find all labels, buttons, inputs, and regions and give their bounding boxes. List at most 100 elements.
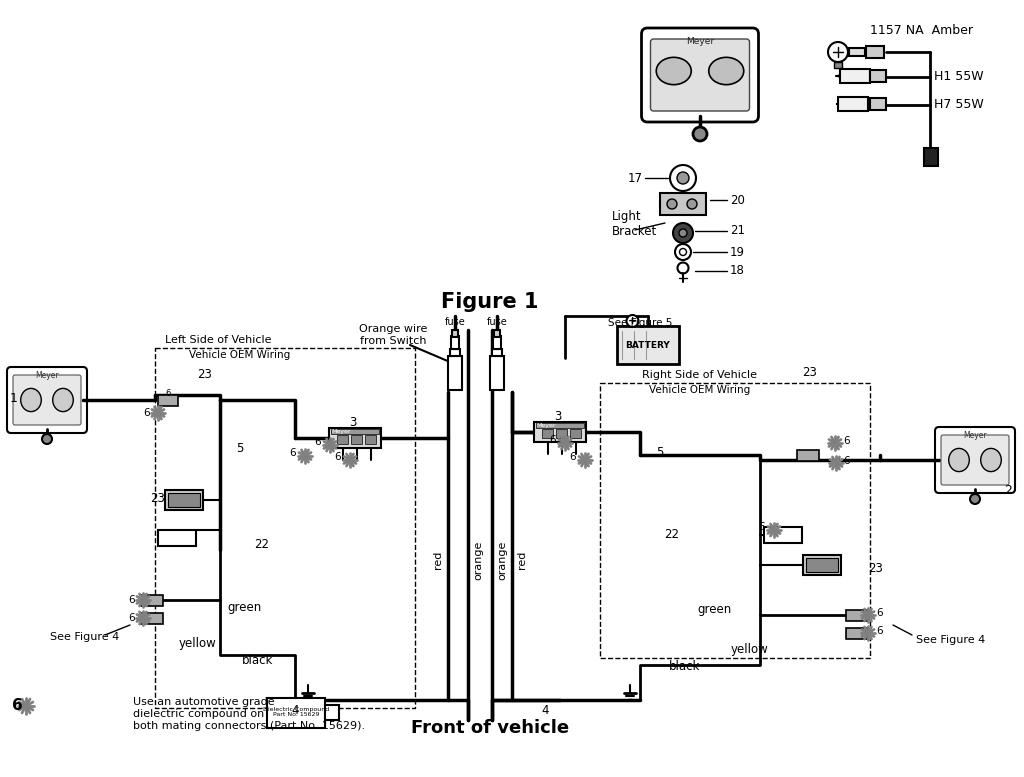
Text: 22: 22 xyxy=(255,538,269,552)
Text: 23: 23 xyxy=(198,368,212,382)
Text: black: black xyxy=(670,660,700,674)
Bar xyxy=(495,330,500,337)
Ellipse shape xyxy=(52,388,74,412)
Text: Light
Bracket: Light Bracket xyxy=(612,210,657,238)
Bar xyxy=(600,383,870,658)
Text: Orange wire
from Switch: Orange wire from Switch xyxy=(358,324,427,346)
Bar xyxy=(168,493,200,507)
Text: 6: 6 xyxy=(11,699,23,713)
Text: 6: 6 xyxy=(569,452,575,462)
Text: 6: 6 xyxy=(335,452,341,462)
Text: 6: 6 xyxy=(314,437,321,447)
Bar xyxy=(351,435,362,444)
Text: 3: 3 xyxy=(554,410,562,423)
FancyBboxPatch shape xyxy=(935,427,1015,493)
Text: 19: 19 xyxy=(730,246,745,259)
Text: Meyer: Meyer xyxy=(686,37,714,46)
Circle shape xyxy=(679,229,687,237)
Text: 2: 2 xyxy=(1005,483,1012,497)
Bar xyxy=(849,48,865,56)
Circle shape xyxy=(678,263,688,274)
Bar xyxy=(494,336,501,349)
Text: 5: 5 xyxy=(237,441,244,455)
Bar xyxy=(325,705,339,720)
Bar xyxy=(870,70,886,82)
Text: 21: 21 xyxy=(730,225,745,238)
Bar xyxy=(570,429,581,438)
Bar xyxy=(556,429,567,438)
Circle shape xyxy=(828,42,848,62)
Ellipse shape xyxy=(20,388,41,412)
Bar xyxy=(542,429,553,438)
Ellipse shape xyxy=(948,448,970,472)
Bar xyxy=(834,62,842,68)
Bar xyxy=(365,435,376,444)
Text: 6: 6 xyxy=(759,522,765,532)
Text: 18: 18 xyxy=(730,264,744,277)
Text: See Figure 5: See Figure 5 xyxy=(608,318,673,328)
Bar xyxy=(846,628,868,639)
Text: 23: 23 xyxy=(803,367,817,379)
Bar xyxy=(840,69,870,83)
Text: Vehicle OEM Wiring: Vehicle OEM Wiring xyxy=(649,385,751,395)
Bar xyxy=(924,148,938,166)
Bar xyxy=(797,450,819,461)
Bar xyxy=(490,356,504,390)
Bar xyxy=(165,490,203,510)
Bar xyxy=(141,612,163,623)
Text: Vehicle OEM Wiring: Vehicle OEM Wiring xyxy=(189,350,291,360)
Text: H1 55W: H1 55W xyxy=(934,71,984,83)
Text: fuse: fuse xyxy=(444,317,465,327)
Text: +: + xyxy=(628,316,637,326)
Text: 6: 6 xyxy=(128,613,135,623)
Text: Right Side of Vehicle: Right Side of Vehicle xyxy=(642,370,758,380)
Text: 1: 1 xyxy=(10,392,18,405)
FancyBboxPatch shape xyxy=(641,28,759,122)
Bar xyxy=(331,429,379,434)
Circle shape xyxy=(627,315,639,327)
Circle shape xyxy=(675,244,691,260)
Text: 20: 20 xyxy=(730,193,744,207)
Text: BATTERY: BATTERY xyxy=(626,340,671,350)
Text: 6: 6 xyxy=(143,408,150,418)
Bar xyxy=(806,558,838,572)
Text: yellow: yellow xyxy=(179,636,217,650)
Text: 17: 17 xyxy=(628,172,643,184)
Text: green: green xyxy=(698,604,732,616)
Text: 1157 NA  Amber: 1157 NA Amber xyxy=(870,23,973,37)
Circle shape xyxy=(693,127,707,141)
Bar xyxy=(536,423,584,428)
Circle shape xyxy=(687,199,697,209)
Text: See Figure 4: See Figure 4 xyxy=(50,632,120,642)
Bar xyxy=(838,97,868,111)
Bar xyxy=(452,336,459,349)
Text: red: red xyxy=(517,551,527,570)
FancyBboxPatch shape xyxy=(7,367,87,433)
Bar xyxy=(453,330,458,337)
Text: Dielectric Compound
Part No. 15629: Dielectric Compound Part No. 15629 xyxy=(263,706,329,717)
Text: orange: orange xyxy=(497,540,507,580)
Text: 5: 5 xyxy=(656,447,664,459)
Text: 23: 23 xyxy=(151,492,165,504)
Ellipse shape xyxy=(656,57,691,85)
FancyBboxPatch shape xyxy=(13,375,81,425)
FancyBboxPatch shape xyxy=(941,435,1009,485)
Text: Meyer: Meyer xyxy=(537,423,556,428)
Ellipse shape xyxy=(709,57,743,85)
Text: 4: 4 xyxy=(542,703,549,716)
Bar xyxy=(492,349,502,356)
Text: 6: 6 xyxy=(876,608,883,618)
Text: Left Side of Vehicle: Left Side of Vehicle xyxy=(165,335,271,345)
Text: orange: orange xyxy=(473,540,483,580)
Text: Meyer: Meyer xyxy=(35,371,58,381)
Bar xyxy=(158,530,196,546)
Bar xyxy=(337,435,348,444)
Bar xyxy=(267,698,325,728)
Text: Front of vehicle: Front of vehicle xyxy=(411,719,569,737)
Circle shape xyxy=(673,223,693,243)
Text: fuse: fuse xyxy=(486,317,507,327)
Text: 6: 6 xyxy=(843,436,850,446)
Bar xyxy=(803,555,841,575)
Text: 6: 6 xyxy=(165,388,171,398)
Circle shape xyxy=(670,165,696,191)
